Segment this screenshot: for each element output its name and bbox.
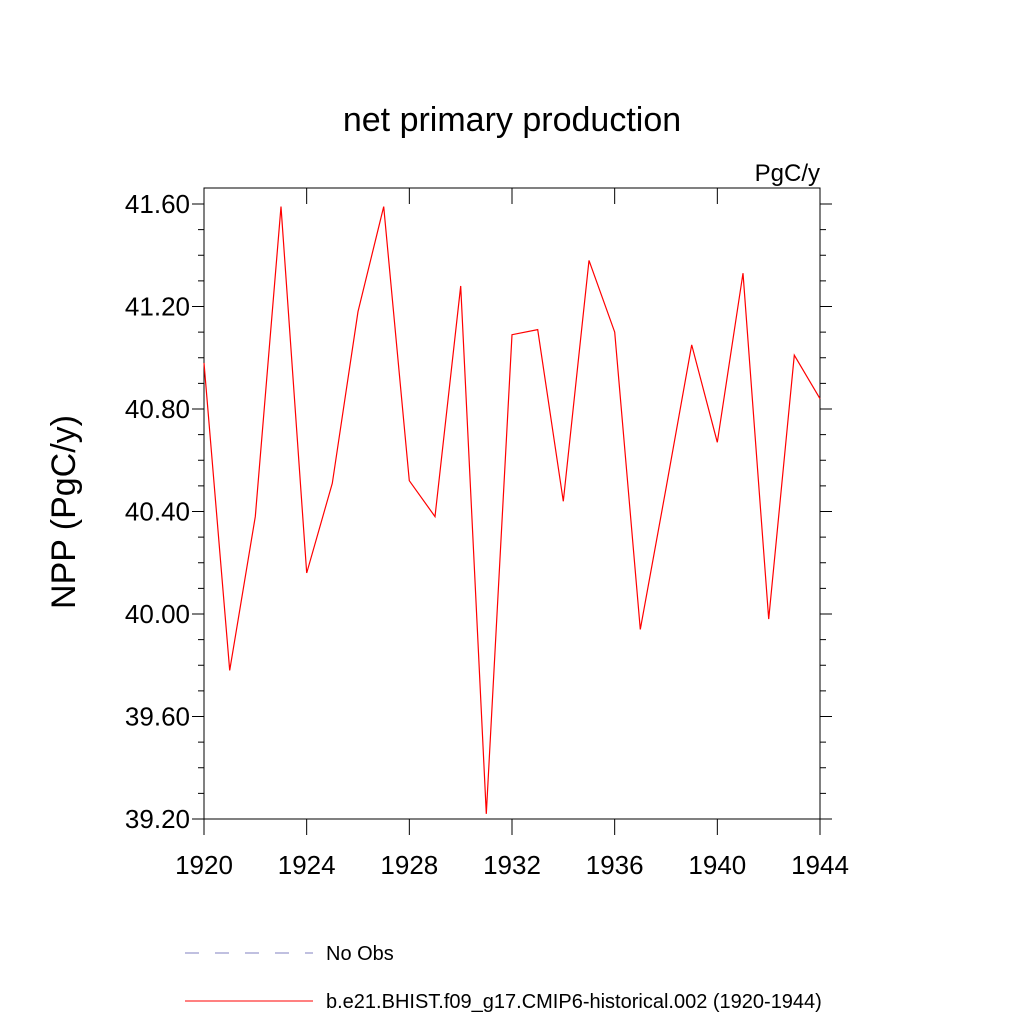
- y-axis-label: NPP (PgC/y): [45, 415, 83, 609]
- y-tick-label: 39.20: [125, 804, 190, 834]
- y-axis: 39.20 39.60 40.00 40.40 40.80 41.20 41.60: [125, 189, 832, 834]
- plot-border: [203, 187, 821, 820]
- legend-label-historical: b.e21.BHIST.f09_g17.CMIP6-historical.002…: [326, 991, 822, 1013]
- y-tick-label: 41.20: [125, 292, 190, 322]
- x-tick-label: 1924: [278, 850, 336, 880]
- series-layer: [203, 206, 821, 814]
- x-tick-label: 1936: [586, 850, 644, 880]
- legend-label-no-obs: No Obs: [326, 943, 394, 965]
- y-tick-label: 40.80: [125, 394, 190, 424]
- x-tick-label: 1932: [483, 850, 541, 880]
- chart-title: net primary production: [343, 101, 681, 139]
- x-tick-label: 1944: [791, 850, 849, 880]
- series-line-0: [203, 206, 821, 814]
- x-tick-label: 1940: [688, 850, 746, 880]
- y-tick-label: 39.60: [125, 702, 190, 732]
- x-tick-label: 1928: [380, 850, 438, 880]
- units-label: PgC/y: [755, 160, 820, 187]
- plot-frame: [203, 187, 821, 820]
- y-tick-label: 40.00: [125, 599, 190, 629]
- legend: No Obs b.e21.BHIST.f09_g17.CMIP6-histori…: [185, 943, 822, 1013]
- x-axis: 1920 1924 1928 1932 1936 1940 1944: [175, 188, 849, 880]
- y-tick-label: 41.60: [125, 189, 190, 219]
- x-tick-label: 1920: [175, 850, 233, 880]
- y-tick-label: 40.40: [125, 497, 190, 527]
